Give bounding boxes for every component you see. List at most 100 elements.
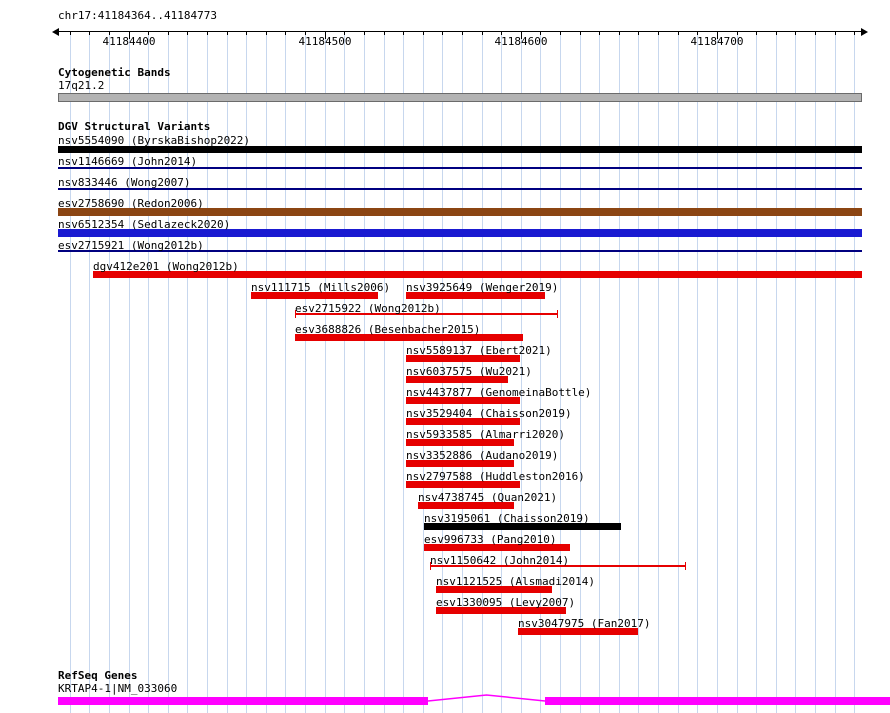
gene-exon[interactable] <box>58 697 428 705</box>
ruler-tick <box>69 31 71 35</box>
variant-label[interactable]: dgv412e201 (Wong2012b) <box>93 260 239 273</box>
variant-bar[interactable] <box>424 544 570 551</box>
variant-label[interactable]: esv2715922 (Wong2012b) <box>295 302 441 315</box>
refseq-gene-name: KRTAP4-1|NM_033060 <box>58 682 178 695</box>
ruler-tick <box>285 31 287 35</box>
variant-bar[interactable] <box>58 146 862 153</box>
grid-line <box>854 31 856 713</box>
ruler-tick <box>363 31 365 35</box>
variant-label[interactable]: esv996733 (Pang2010) <box>424 533 557 546</box>
variant-bar[interactable] <box>251 292 378 299</box>
ruler-tick-label: 41184500 <box>298 35 352 48</box>
ruler-tick <box>207 31 209 35</box>
variant-bar[interactable] <box>424 523 621 530</box>
ruler-tick <box>579 31 581 35</box>
ruler-tick <box>167 31 169 35</box>
grid-line <box>501 31 503 713</box>
variant-label[interactable]: nsv833446 (Wong2007) <box>58 176 191 189</box>
variant-bar[interactable] <box>58 250 862 252</box>
variant-label[interactable]: esv2758690 (Redon2006) <box>58 197 204 210</box>
gene-exon[interactable] <box>545 697 890 705</box>
ruler-tick <box>775 31 777 35</box>
variant-label[interactable]: nsv5933585 (Almarri2020) <box>406 428 565 441</box>
grid-line <box>187 31 189 713</box>
variant-label[interactable]: nsv4437877 (GenomeinaBottle) <box>406 386 592 399</box>
variant-label[interactable]: nsv111715 (Mills2006) <box>251 281 391 294</box>
variant-bar[interactable] <box>518 628 638 635</box>
dgv-heading: DGV Structural Variants <box>58 120 211 133</box>
ruler-tick <box>501 31 503 35</box>
variant-bar[interactable] <box>58 167 862 169</box>
ruler-tick <box>246 31 248 35</box>
variant-bar[interactable] <box>406 355 520 362</box>
ruler-tick <box>599 31 601 35</box>
variant-bar[interactable] <box>418 502 514 509</box>
variant-range-end-right <box>557 310 558 318</box>
grid-line <box>520 31 522 713</box>
variant-label[interactable]: nsv2797588 (Huddleston2016) <box>406 470 585 483</box>
variant-bar[interactable] <box>406 376 508 383</box>
variant-label[interactable]: nsv5554090 (ByrskaBishop2022) <box>58 134 251 147</box>
grid-line <box>363 31 365 713</box>
grid-line <box>226 31 228 713</box>
grid-line <box>285 31 287 713</box>
variant-bar[interactable] <box>406 292 545 299</box>
variant-label[interactable]: nsv3195061 (Chaisson2019) <box>424 512 590 525</box>
grid-line <box>599 31 601 713</box>
variant-label[interactable]: nsv1146669 (John2014) <box>58 155 198 168</box>
ruler-tick <box>834 31 836 35</box>
grid-line <box>775 31 777 713</box>
ruler-right-arrow-icon <box>861 28 868 36</box>
variant-bar[interactable] <box>436 607 566 614</box>
grid-line <box>265 31 267 713</box>
grid-line <box>677 31 679 713</box>
grid-line <box>814 31 816 713</box>
ruler-tick <box>560 31 562 35</box>
refseq-heading: RefSeq Genes <box>58 669 138 682</box>
ruler-tick <box>89 31 91 35</box>
variant-label[interactable]: nsv6037575 (Wu2021) <box>406 365 532 378</box>
variant-bar[interactable] <box>406 481 520 488</box>
grid-line <box>89 31 91 713</box>
variant-label[interactable]: nsv6512354 (Sedlazeck2020) <box>58 218 231 231</box>
variant-bar[interactable] <box>58 188 862 190</box>
variant-bar[interactable] <box>406 460 514 467</box>
grid-line <box>579 31 581 713</box>
variant-label[interactable]: esv3688826 (Besenbacher2015) <box>295 323 481 336</box>
ruler-tick <box>187 31 189 35</box>
variant-range-line[interactable] <box>430 565 686 567</box>
variant-bar[interactable] <box>406 439 514 446</box>
variant-label[interactable]: nsv3925649 (Wenger2019) <box>406 281 559 294</box>
variant-bar[interactable] <box>295 334 523 341</box>
cytoband-name: 17q21.2 <box>58 79 105 92</box>
ruler-tick <box>128 31 130 39</box>
variant-label[interactable]: nsv1150642 (John2014) <box>430 554 570 567</box>
variant-label[interactable]: nsv4738745 (Quan2021) <box>418 491 558 504</box>
grid-line <box>638 31 640 713</box>
variant-label[interactable]: nsv3047975 (Fan2017) <box>518 617 651 630</box>
variant-bar[interactable] <box>58 208 862 216</box>
cytoband-heading: Cytogenetic Bands <box>58 66 171 79</box>
grid-line <box>109 31 111 713</box>
variant-label[interactable]: nsv3529404 (Chaisson2019) <box>406 407 572 420</box>
variant-label[interactable]: esv2715921 (Wong2012b) <box>58 239 204 252</box>
grid-line <box>716 31 718 713</box>
ruler-tick <box>324 31 326 39</box>
variant-label[interactable]: nsv5589137 (Ebert2021) <box>406 344 552 357</box>
variant-bar[interactable] <box>436 586 552 593</box>
variant-label[interactable]: nsv3352886 (Audano2019) <box>406 449 559 462</box>
variant-bar[interactable] <box>406 418 520 425</box>
variant-label[interactable]: nsv1121525 (Alsmadi2014) <box>436 575 595 588</box>
variant-label[interactable]: esv1330095 (Levy2007) <box>436 596 576 609</box>
ruler-tick-label: 41184400 <box>102 35 156 48</box>
variant-range-line[interactable] <box>295 313 558 315</box>
ruler-tick <box>736 31 738 35</box>
variant-bar[interactable] <box>406 397 520 404</box>
ruler-tick-label: 41184600 <box>494 35 548 48</box>
variant-bar[interactable] <box>58 229 862 237</box>
grid-line <box>442 31 444 713</box>
variant-bar[interactable] <box>93 271 862 278</box>
ruler-axis-line <box>58 31 862 32</box>
grid-line <box>148 31 150 713</box>
